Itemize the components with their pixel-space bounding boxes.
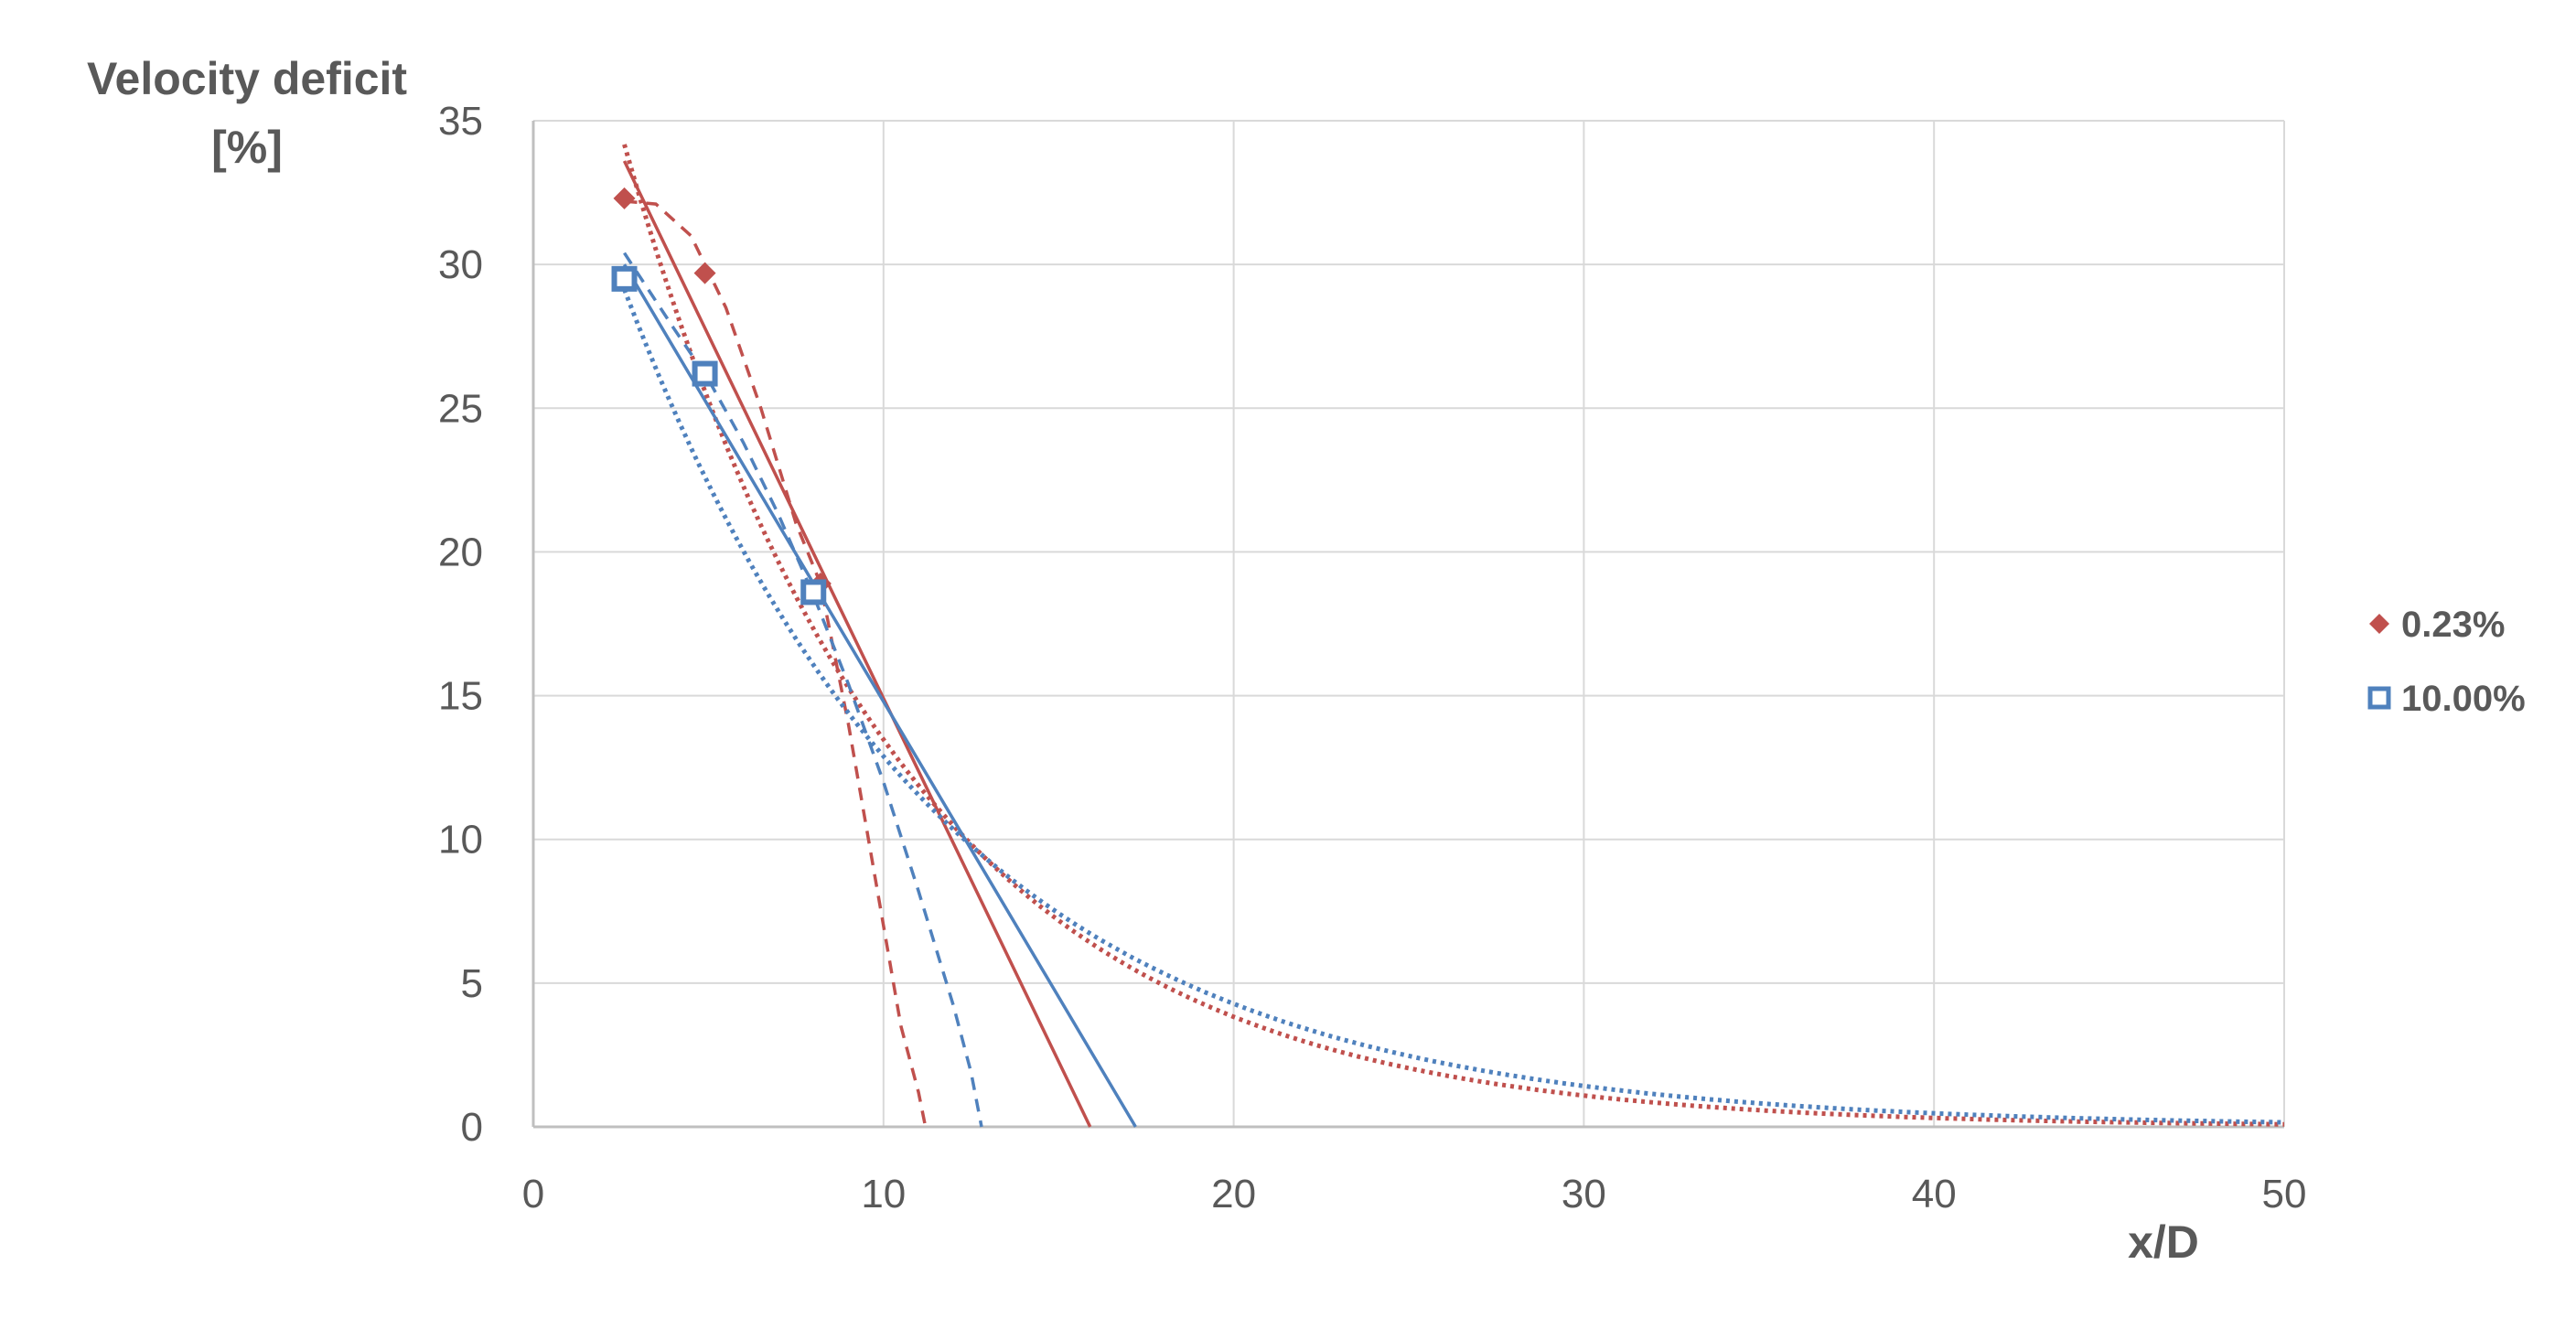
data-point-square bbox=[800, 579, 827, 605]
data-point-square bbox=[692, 360, 718, 387]
data-point-square bbox=[611, 265, 638, 292]
y-tick-label: 35 bbox=[438, 99, 483, 144]
x-axis-title: x/D bbox=[2128, 1216, 2199, 1268]
y-tick-label: 5 bbox=[461, 961, 483, 1006]
y-tick-label: 10 bbox=[438, 818, 483, 863]
x-tick-label: 40 bbox=[1912, 1172, 1957, 1216]
y-axis-title-line1: Velocity deficit bbox=[87, 53, 407, 104]
x-tick-label: 20 bbox=[1211, 1172, 1256, 1216]
legend-marker-diamond bbox=[2369, 614, 2389, 634]
x-tick-label: 50 bbox=[2262, 1172, 2307, 1216]
legend-label: 0.23% bbox=[2401, 605, 2505, 645]
y-axis-title-line2: [%] bbox=[211, 122, 283, 173]
data-point-diamond bbox=[613, 187, 636, 209]
y-tick-label: 0 bbox=[461, 1105, 483, 1150]
legend: 0.23% 10.00% bbox=[2367, 605, 2526, 719]
trendline-dotted-series-0 bbox=[622, 144, 2284, 1127]
trendline-solid-series-0 bbox=[622, 160, 1092, 1128]
data-point-diamond bbox=[693, 262, 716, 284]
y-tick-label: 20 bbox=[438, 530, 483, 574]
trendlines bbox=[622, 144, 2285, 1128]
tick-labels: 0 10 20 30 40 50 0 5 10 15 20 25 30 35 bbox=[438, 99, 2306, 1216]
legend-label: 10.00% bbox=[2401, 679, 2526, 719]
y-tick-label: 30 bbox=[438, 242, 483, 287]
axes bbox=[531, 121, 2284, 1129]
trendline-solid-series-1 bbox=[622, 263, 1137, 1128]
x-tick-label: 10 bbox=[861, 1172, 906, 1216]
trendline-dotted-series-1 bbox=[622, 288, 2285, 1125]
data-markers bbox=[611, 187, 832, 605]
x-tick-label: 30 bbox=[1562, 1172, 1606, 1216]
x-tick-label: 0 bbox=[522, 1172, 544, 1216]
y-tick-label: 25 bbox=[438, 386, 483, 431]
trendline-dashed-series-0 bbox=[624, 199, 928, 1128]
gridlines bbox=[532, 120, 2285, 1128]
legend-marker-square bbox=[2367, 686, 2391, 710]
y-tick-label: 15 bbox=[438, 674, 483, 719]
